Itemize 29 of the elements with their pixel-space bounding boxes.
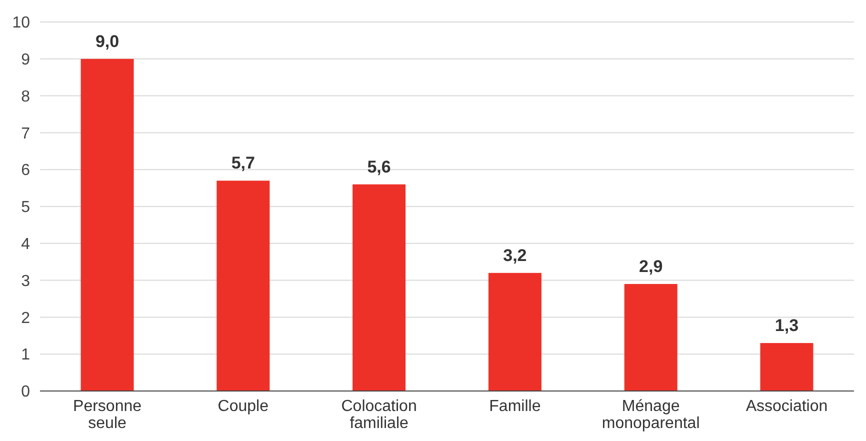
data-label: 3,2 [503,246,527,265]
data-label: 2,9 [639,256,663,276]
data-label: 1,3 [774,316,799,336]
y-tick-label: 10 [12,14,30,32]
bar [624,284,678,391]
data-label: 9,0 [95,32,120,51]
y-tick-label: 4 [21,236,30,253]
bar [760,343,814,391]
y-tick-label: 0 [21,384,30,401]
data-label: 5,7 [231,154,255,173]
y-tick-label: 5 [21,199,30,216]
bar [352,184,406,391]
bar [216,180,270,391]
y-tick-label: 3 [21,272,30,290]
bar [488,272,542,391]
x-tick-label: Association [746,398,828,415]
x-tick-label: Famille [489,398,541,415]
x-tick-label: Personne seule [73,398,142,432]
y-tick-label: 1 [21,346,30,364]
x-tick-label: Couple [218,398,269,415]
x-tick-label: Ménage monoparental [602,398,700,432]
y-tick-label: 6 [21,162,30,180]
y-tick-label: 7 [21,125,30,142]
y-tick-label: 2 [21,310,30,327]
y-tick-label: 9 [21,52,30,68]
x-tick-label: Colocation familiale [341,398,417,432]
bar [80,58,134,391]
y-tick-label: 8 [21,88,30,106]
data-label: 5,6 [367,157,391,176]
